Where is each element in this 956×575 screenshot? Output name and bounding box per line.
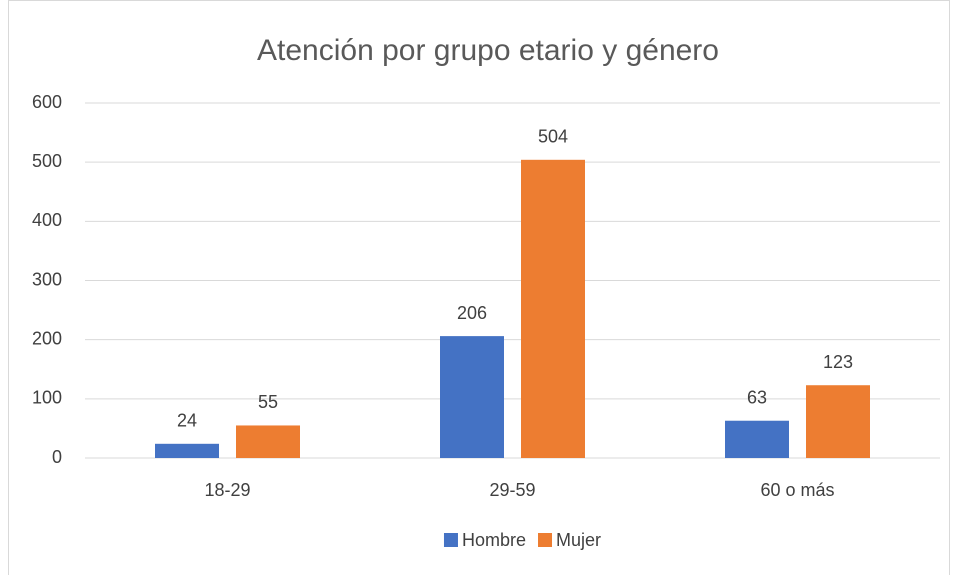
- legend-swatch: [443, 533, 458, 547]
- y-tick-label: 400: [32, 210, 62, 230]
- x-tick-label: 18-29: [204, 480, 250, 500]
- data-label: 63: [747, 387, 767, 407]
- data-label: 504: [538, 127, 568, 147]
- y-tick-label: 0: [52, 447, 62, 467]
- data-label: 55: [258, 392, 278, 412]
- bar: [725, 420, 789, 458]
- y-tick-label: 200: [32, 328, 62, 348]
- bar: [806, 385, 870, 458]
- x-tick-label: 29-59: [489, 480, 535, 500]
- legend-label: Mujer: [556, 530, 601, 550]
- x-tick-label: 60 o más: [760, 480, 834, 500]
- chart-frame: [8, 0, 950, 575]
- data-label: 24: [177, 411, 197, 431]
- legend-label: Hombre: [462, 530, 526, 550]
- y-tick-label: 300: [32, 269, 62, 289]
- bar: [521, 159, 585, 459]
- data-label: 206: [457, 303, 487, 323]
- bar: [440, 336, 504, 458]
- chart-title: Atención por grupo etario y género: [257, 34, 719, 67]
- bar: [236, 425, 300, 458]
- y-tick-label: 100: [32, 388, 62, 408]
- y-tick-label: 500: [32, 151, 62, 171]
- legend-swatch: [538, 533, 553, 547]
- bar: [155, 443, 219, 458]
- data-label: 123: [823, 352, 853, 372]
- y-tick-label: 600: [32, 92, 62, 112]
